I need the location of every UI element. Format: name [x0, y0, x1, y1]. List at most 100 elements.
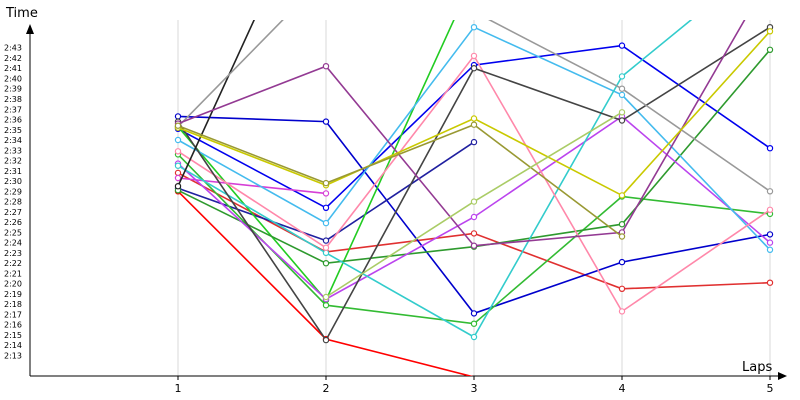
y-tick-label: 2:37 [4, 105, 22, 114]
y-tick-label: 2:14 [4, 341, 22, 350]
data-point [766, 188, 774, 195]
data-point [174, 169, 182, 177]
y-tick-label: 2:22 [4, 259, 22, 268]
y-tick-label: 2:38 [4, 95, 22, 104]
data-point [766, 46, 774, 54]
data-point [470, 333, 478, 341]
data-point [470, 64, 478, 72]
data-point [470, 320, 478, 327]
series-15 [174, 20, 255, 190]
data-point [470, 213, 478, 221]
data-point [766, 239, 774, 246]
data-point [618, 258, 626, 266]
data-point [174, 162, 182, 169]
x-tick-label: 2 [323, 382, 330, 395]
data-point [470, 138, 478, 146]
y-tick-label: 2:25 [4, 228, 22, 237]
series-18 [174, 28, 774, 199]
data-point [322, 190, 330, 197]
data-point [470, 121, 478, 128]
data-point [618, 308, 626, 315]
y-tick-label: 2:32 [4, 157, 22, 166]
y-tick-label: 2:23 [4, 249, 22, 258]
data-point [322, 302, 330, 309]
data-point [618, 42, 626, 49]
y-tick-label: 2:33 [4, 146, 22, 155]
y-tick-label: 2:18 [4, 300, 22, 309]
x-tick-labels: 1 2 3 4 5 [175, 376, 774, 395]
data-point [618, 91, 626, 99]
data-point [174, 122, 182, 129]
data-point [618, 85, 626, 92]
axes: Time Laps [5, 6, 787, 380]
x-tick-label: 3 [471, 382, 478, 395]
y-tick-label: 2:40 [4, 74, 22, 83]
y-tick-label: 2:28 [4, 198, 22, 207]
data-point [470, 198, 478, 205]
data-point [766, 28, 774, 35]
y-tick-label: 2:21 [4, 269, 22, 278]
data-point [470, 24, 478, 31]
data-point [174, 113, 182, 120]
data-point [322, 260, 330, 267]
y-tick-label: 2:42 [4, 54, 22, 63]
data-point [322, 293, 330, 301]
x-axis-arrow [778, 372, 787, 380]
data-point [766, 206, 774, 213]
data-point [322, 118, 330, 125]
series-13 [174, 52, 774, 315]
y-tick-labels: 2:13 2:142:152:16 2:172:182:192:20 2:212:22… [4, 44, 22, 361]
y-tick-label: 2:43 [4, 44, 22, 53]
data-point [470, 242, 478, 249]
data-point [174, 136, 182, 144]
y-tick-label: 2:39 [4, 85, 22, 94]
y-tick-label: 2:13 [4, 352, 22, 361]
series-20 [322, 109, 626, 301]
data-point [322, 244, 330, 251]
data-point [470, 115, 478, 122]
y-tick-label: 2:35 [4, 126, 22, 135]
data-point [618, 73, 626, 80]
data-point [322, 249, 330, 257]
data-point [470, 230, 478, 237]
series-line [177, 123, 623, 238]
series-group [174, 20, 774, 376]
y-tick-label: 2:34 [4, 136, 22, 145]
y-axis-arrow [26, 24, 34, 34]
data-point [618, 192, 626, 199]
y-tick-label: 2:29 [4, 187, 22, 196]
y-tick-label: 2:26 [4, 218, 22, 227]
data-point [618, 220, 626, 228]
y-tick-label: 2:20 [4, 280, 22, 289]
series-line [177, 20, 771, 192]
data-point [174, 182, 182, 190]
y-tick-label: 2:36 [4, 116, 22, 125]
x-tick-label: 4 [619, 382, 626, 395]
y-tick-label: 2:17 [4, 310, 22, 319]
y-tick-label: 2:31 [4, 167, 22, 176]
y-tick-label: 2:27 [4, 208, 22, 217]
data-point [470, 52, 478, 60]
y-tick-label: 2:15 [4, 331, 22, 340]
x-axis-title: Laps [742, 360, 772, 375]
data-point [618, 233, 626, 240]
series-1 [174, 188, 474, 376]
data-point [470, 310, 478, 317]
data-point [322, 62, 330, 70]
x-tick-label: 5 [767, 382, 774, 395]
y-tick-label: 2:24 [4, 239, 22, 248]
series-19 [174, 121, 626, 240]
series-line [177, 177, 327, 195]
series-line [177, 20, 255, 187]
data-point [766, 246, 774, 253]
data-point [766, 279, 774, 286]
data-point [618, 285, 626, 292]
data-point [174, 148, 182, 155]
data-point [322, 204, 330, 211]
y-tick-label: 2:19 [4, 290, 22, 299]
y-axis-title: Time [5, 6, 38, 21]
x-tick-label: 1 [175, 382, 182, 395]
y-tick-label: 2:30 [4, 177, 22, 186]
data-point [322, 179, 330, 187]
y-tick-label: 2:41 [4, 64, 22, 73]
